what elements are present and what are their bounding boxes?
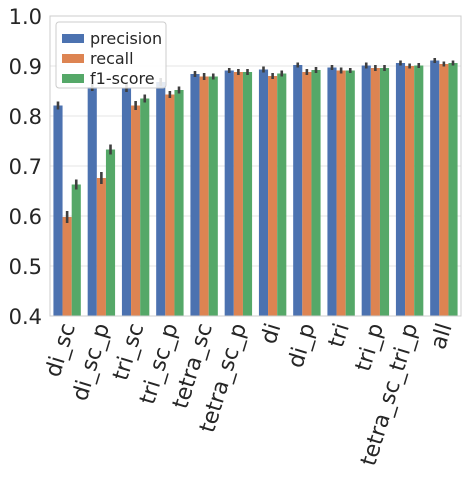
- bar-precision-all: [430, 60, 440, 316]
- bar-f1-score-all: [448, 63, 458, 316]
- bar-recall-di: [268, 76, 278, 316]
- bar-recall-all: [439, 64, 449, 316]
- bar-f1-score-tri_sc_p: [174, 90, 184, 316]
- x-tick-label: all: [426, 320, 457, 352]
- error-bars: [56, 58, 455, 223]
- bar-f1-score-di_sc: [71, 184, 81, 316]
- y-tick-label: 0.9: [9, 55, 42, 79]
- bar-f1-score-tetra_sc: [208, 76, 218, 316]
- x-tick-label: tri: [324, 320, 355, 350]
- bar-precision-di_sc_p: [87, 87, 97, 316]
- bar-f1-score-tri_sc: [140, 98, 150, 316]
- bar-f1-score-tetra_sc_p: [242, 72, 253, 316]
- y-tick-label: 0.5: [9, 255, 42, 279]
- y-tick-label: 0.6: [9, 205, 42, 229]
- y-tick-labels: 0.4 0.5 0.6 0.7 0.8 0.9 1.0: [9, 5, 42, 329]
- bar-f1-score-tetra_sc_tri_p: [414, 65, 424, 316]
- legend-label-recall: recall: [90, 49, 134, 68]
- bars: [53, 60, 458, 316]
- bar-precision-di: [258, 69, 269, 316]
- bar-precision-tetra_sc_p: [224, 70, 234, 316]
- legend-label-f1-score: f1-score: [90, 69, 155, 88]
- bar-f1-score-di_sc_p: [105, 149, 116, 316]
- legend-swatch-f1-score: [62, 74, 84, 83]
- bar-precision-tri_p: [361, 65, 371, 316]
- legend-swatch-precision: [62, 34, 84, 43]
- legend-label-precision: precision: [90, 29, 162, 48]
- bar-recall-tri_sc_p: [165, 94, 175, 316]
- bar-precision-di_p: [293, 65, 303, 316]
- x-tick-label: di: [257, 320, 287, 347]
- bar-f1-score-tri_p: [379, 68, 390, 316]
- legend-swatch-recall: [62, 54, 84, 63]
- bar-recall-tetra_sc_tri_p: [405, 66, 415, 316]
- bar-recall-di_p: [302, 72, 312, 316]
- bar-recall-tri_p: [370, 68, 380, 316]
- x-tick-labels: di_scdi_sc_ptri_sctri_sc_ptetra_sctetra_…: [41, 320, 458, 468]
- bar-recall-di_sc_p: [96, 178, 106, 316]
- bar-precision-di_sc: [53, 105, 63, 316]
- x-tick-label: tri_p: [351, 320, 389, 374]
- bar-recall-tri_sc: [131, 105, 141, 316]
- bar-recall-tetra_sc_p: [233, 72, 243, 316]
- bar-precision-tri: [327, 67, 337, 316]
- bar-precision-tetra_sc: [190, 74, 200, 316]
- bar-recall-tri: [336, 70, 346, 316]
- bar-recall-tetra_sc: [199, 76, 209, 316]
- bar-precision-tetra_sc_tri_p: [395, 63, 406, 316]
- bar-recall-di_sc: [62, 217, 72, 316]
- bar-f1-score-tri: [345, 70, 355, 316]
- bar-f1-score-di_p: [311, 70, 321, 316]
- y-tick-label: 0.4: [9, 305, 42, 329]
- plot-frame: [49, 15, 462, 317]
- bar-precision-tri_sc: [121, 88, 132, 316]
- bar-f1-score-di: [277, 73, 287, 316]
- y-tick-label: 0.7: [9, 155, 42, 179]
- x-tick-label: di_p: [284, 320, 321, 370]
- y-tick-label: 1.0: [9, 5, 42, 29]
- bar-precision-tri_sc_p: [156, 82, 166, 316]
- y-tick-label: 0.8: [9, 105, 42, 129]
